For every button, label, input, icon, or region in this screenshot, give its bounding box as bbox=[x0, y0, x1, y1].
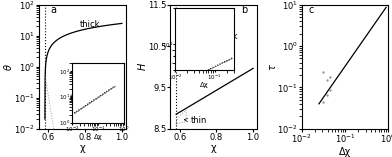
Y-axis label: H: H bbox=[138, 63, 148, 70]
Text: c: c bbox=[309, 5, 314, 15]
Point bbox=[320, 71, 326, 74]
X-axis label: χ: χ bbox=[211, 143, 216, 153]
Point bbox=[327, 89, 333, 92]
Point bbox=[327, 76, 333, 78]
Point bbox=[324, 94, 330, 96]
Text: thick: thick bbox=[80, 20, 100, 29]
Text: thick: thick bbox=[218, 32, 238, 41]
Point bbox=[320, 100, 326, 103]
Text: a: a bbox=[51, 5, 56, 15]
Text: b: b bbox=[241, 5, 247, 15]
X-axis label: Δχ: Δχ bbox=[339, 147, 351, 157]
X-axis label: χ: χ bbox=[80, 143, 85, 153]
Text: thin: thin bbox=[69, 95, 86, 103]
Y-axis label: θ: θ bbox=[4, 64, 14, 70]
Text: thin: thin bbox=[184, 116, 207, 125]
Y-axis label: τ: τ bbox=[267, 64, 277, 70]
Point bbox=[324, 79, 330, 81]
